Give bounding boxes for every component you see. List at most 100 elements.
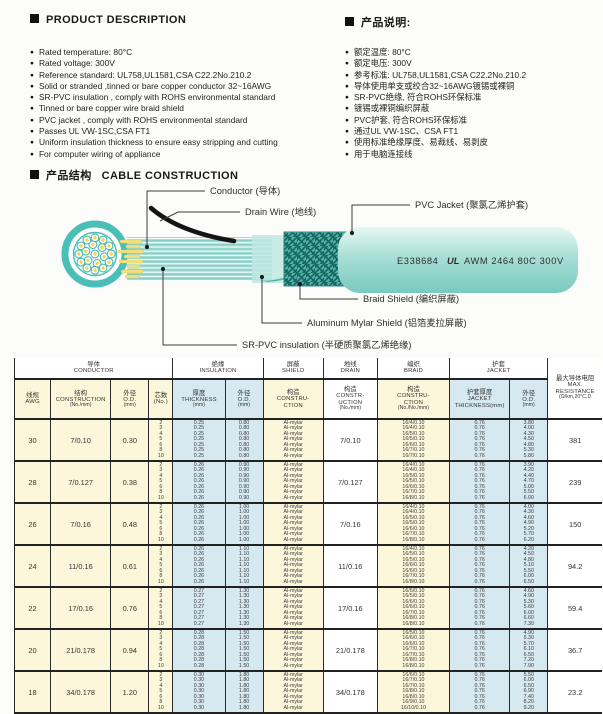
cell-shield: Al-mylar Al-mylar Al-mylar Al-mylar Al-mylar… — [263, 419, 324, 462]
braid-shield-label: Braid Shield (编织屏蔽) — [363, 293, 459, 304]
cell-braid: 16/6/0.10 16/7/0.10 16/7/0.10 16/8/0.10 16/8… — [377, 671, 451, 714]
cell-jacket-thickness: 0.76 0.76 0.76 0.76 0.76 0.76 0.76 — [449, 419, 511, 462]
cell-awg: 20 — [13, 629, 52, 672]
cell-cores: 2 3 4 5 6 8 10 — [148, 545, 174, 588]
bullet-icon: ● — [345, 139, 349, 147]
cell-construction: 7/0.10 — [50, 419, 112, 462]
bullet-icon: ● — [30, 82, 34, 90]
column-header: 外径 O.D. (mm) — [225, 379, 264, 420]
bullet-icon: ● — [345, 94, 349, 102]
product-description-cn-title-text: 产品说明: — [361, 17, 411, 29]
aluminum-mylar-label: Aluminum Mylar Shield (铝箔麦拉屏蔽) — [307, 317, 467, 328]
cell-ins-od: 1.50 1.50 1.50 1.50 1.50 1.50 1.50 — [225, 629, 264, 672]
cell-jacket-thickness: 0.76 0.76 0.76 0.76 0.76 0.76 0.76 — [449, 629, 511, 672]
cell-braid: 16/4/0.10 16/4/0.10 16/5/0.10 16/5/0.10 16/6… — [377, 503, 451, 546]
cell-resistance: 36.7 — [547, 629, 602, 672]
cell-braid: 16/5/0.10 16/5/0.10 16/6/0.10 16/6/0.10 16/7… — [377, 587, 451, 630]
cell-construction: 21/0.178 — [50, 629, 112, 672]
list-item: ● 额定电压: 300V — [345, 58, 412, 69]
list-item: ● 额定温度: 80°C — [345, 47, 411, 57]
cell-jacket-thickness: 0.76 0.76 0.76 0.76 0.76 0.76 0.76 — [449, 671, 511, 714]
cell-jacket-thickness: 0.76 0.76 0.76 0.76 0.76 0.76 0.76 — [449, 503, 511, 546]
conductor-strands — [117, 239, 145, 279]
bullet-icon: ● — [30, 105, 34, 113]
bullet-icon: ● — [30, 94, 34, 102]
cable-construction-title: 产品结构 CABLE CONSTRUCTION — [30, 167, 238, 183]
cell-braid: 16/4/0.10 16/4/0.10 16/5/0.10 16/5/0.10 16/6… — [377, 419, 451, 462]
group-header-braid: 编织 BRAID — [377, 358, 451, 380]
black-square-icon — [30, 14, 39, 23]
list-item: ● Reference standard: UL758,UL1581,CSA C2… — [30, 69, 252, 80]
list-item: ● Tinned or bare copper wire braid shield — [30, 103, 184, 114]
cell-ins-thickness: 0.26 0.26 0.26 0.26 0.26 0.26 0.26 — [172, 545, 226, 588]
table-row: 20 21/0.178 0.94 2 3 4 5 6 8 10 0.28 0.28 0.28 0.28 0.… — [13, 629, 602, 672]
cell-awg: 18 — [13, 671, 52, 714]
cell-cores: 2 3 4 5 6 8 10 — [148, 671, 174, 714]
group-header-jacket: 护套 JACKET — [449, 358, 549, 380]
product-description-list: ● Rated temperature: 80°C ● Rated voltage:… — [30, 47, 278, 160]
cell-ins-od: 1.10 1.10 1.10 1.10 1.10 1.10 1.10 — [225, 545, 264, 588]
ul-mark: UL — [447, 256, 460, 266]
cell-resistance: 94.2 — [547, 545, 602, 588]
cable-side-view: E338684 UL AWM 2464 80C 300V — [117, 205, 578, 293]
cell-ins-od: 0.90 0.90 0.90 0.90 0.90 0.90 0.90 — [225, 461, 264, 504]
column-header-resistance: 最大导体电阻 MAX. RESISTANCE (Ω/km,20°C,D — [547, 358, 602, 420]
list-item: ● For computer wiring of appliance — [30, 148, 161, 159]
spec-table: 导体 CONDUCTOR 绝缘 INSULATION 屏蔽 SHIELD 地线 DRAIN 编织… — [13, 358, 602, 714]
bullet-icon: ● — [345, 60, 349, 68]
cell-shield: Al-mylar Al-mylar Al-mylar Al-mylar Al-mylar… — [263, 461, 324, 504]
cell-od: 1.20 — [110, 671, 150, 714]
bullet-icon: ● — [30, 139, 34, 147]
bullet-icon: ● — [30, 116, 34, 124]
bullet-icon: ● — [345, 82, 349, 90]
cell-shield: Al-mylar Al-mylar Al-mylar Al-mylar Al-mylar… — [263, 587, 324, 630]
cell-jacket-od: 4.00 4.30 4.60 4.90 5.20 5.70 6.20 — [509, 503, 549, 546]
list-item: ● Rated voltage: 300V — [30, 58, 115, 69]
cell-jacket-od: 4.20 4.50 4.80 5.10 5.50 6.00 6.50 — [509, 545, 549, 588]
group-header-insulation: 绝缘 INSULATION — [172, 358, 264, 380]
cell-resistance: 23.2 — [547, 671, 602, 714]
list-item: ● 镀锡或裸铜编织屏蔽 — [345, 103, 430, 114]
cell-drain: 7/0.10 — [323, 419, 378, 462]
cell-cores: 2 3 4 5 6 8 10 — [148, 461, 174, 504]
column-header: 线规 AWG — [13, 379, 52, 420]
bullet-icon: ● — [30, 60, 34, 68]
list-item: ● Uniform insulation thickness to ensure … — [30, 137, 278, 148]
cell-shield: Al-mylar Al-mylar Al-mylar Al-mylar Al-mylar… — [263, 629, 324, 672]
list-item: ● 使用标准绝缘厚度、易裁线、易剥皮 — [345, 137, 488, 148]
list-item: ● Solid or stranded ,tinned or bare coppe… — [30, 80, 272, 91]
cell-drain: 11/0.16 — [323, 545, 378, 588]
list-item: ● SR-PVC insulation , comply with ROHS en… — [30, 92, 276, 103]
cell-awg: 26 — [13, 503, 52, 546]
column-header: 构造 CONSTRU- CTION — [263, 379, 324, 420]
spec-table-container: 导体 CONDUCTOR 绝缘 INSULATION 屏蔽 SHIELD 地线 DRAIN 编织… — [13, 358, 602, 714]
cell-ins-od: 1.80 1.80 1.80 1.80 1.80 1.80 1.80 — [225, 671, 264, 714]
cell-construction: 34/0.178 — [50, 671, 112, 714]
cell-jacket-od: 3.80 4.00 4.30 4.50 4.80 5.30 5.80 — [509, 419, 549, 462]
cell-resistance: 381 — [547, 419, 602, 462]
bullet-icon: ● — [345, 116, 349, 124]
black-square-icon — [345, 17, 354, 26]
bullet-icon: ● — [30, 150, 34, 158]
table-row: 30 7/0.10 0.30 2 3 4 5 6 8 10 0.25 0.25 0.25 0.25 0.25… — [13, 419, 602, 462]
bullet-icon: ● — [30, 128, 34, 136]
cell-construction: 7/0.16 — [50, 503, 112, 546]
cell-ins-thickness: 0.26 0.26 0.26 0.26 0.26 0.26 0.26 — [172, 503, 226, 546]
cell-ins-thickness: 0.25 0.25 0.25 0.25 0.25 0.25 0.25 — [172, 419, 226, 462]
product-description-title: PRODUCT DESCRIPTION — [30, 14, 186, 26]
cell-braid: 16/5/0.10 16/6/0.10 16/6/0.10 16/7/0.10 16/7… — [377, 629, 451, 672]
cell-drain: 21/0.178 — [323, 629, 378, 672]
drain-wire-label: Drain Wire (地线) — [245, 206, 316, 217]
cell-ins-thickness: 0.30 0.30 0.30 0.30 0.30 0.30 0.30 — [172, 671, 226, 714]
table-row: 26 7/0.16 0.48 2 3 4 5 6 8 10 0.26 0.26 0.26 0.26 0.26… — [13, 503, 602, 546]
cell-braid: 16/4/0.10 16/5/0.10 16/5/0.10 16/6/0.10 16/6… — [377, 545, 451, 588]
column-header: 厚度 THICKNESS (mm) — [172, 379, 226, 420]
drain-wire — [148, 205, 237, 244]
group-header-conductor: 导体 CONDUCTOR — [13, 358, 174, 380]
cell-resistance: 239 — [547, 461, 602, 504]
pvc-jacket-label: PVC Jacket (聚氯乙烯护套) — [415, 199, 528, 210]
cable-construction-diagram: E338684 UL AWM 2464 80C 300V Conductor (… — [0, 183, 603, 356]
column-header: 芯数 (No.) — [148, 379, 174, 420]
column-header: 护套厚度 JACKET THICKNESS(mm) — [449, 379, 511, 420]
cell-jacket-od: 4.60 4.90 5.30 5.60 6.00 6.60 7.30 — [509, 587, 549, 630]
